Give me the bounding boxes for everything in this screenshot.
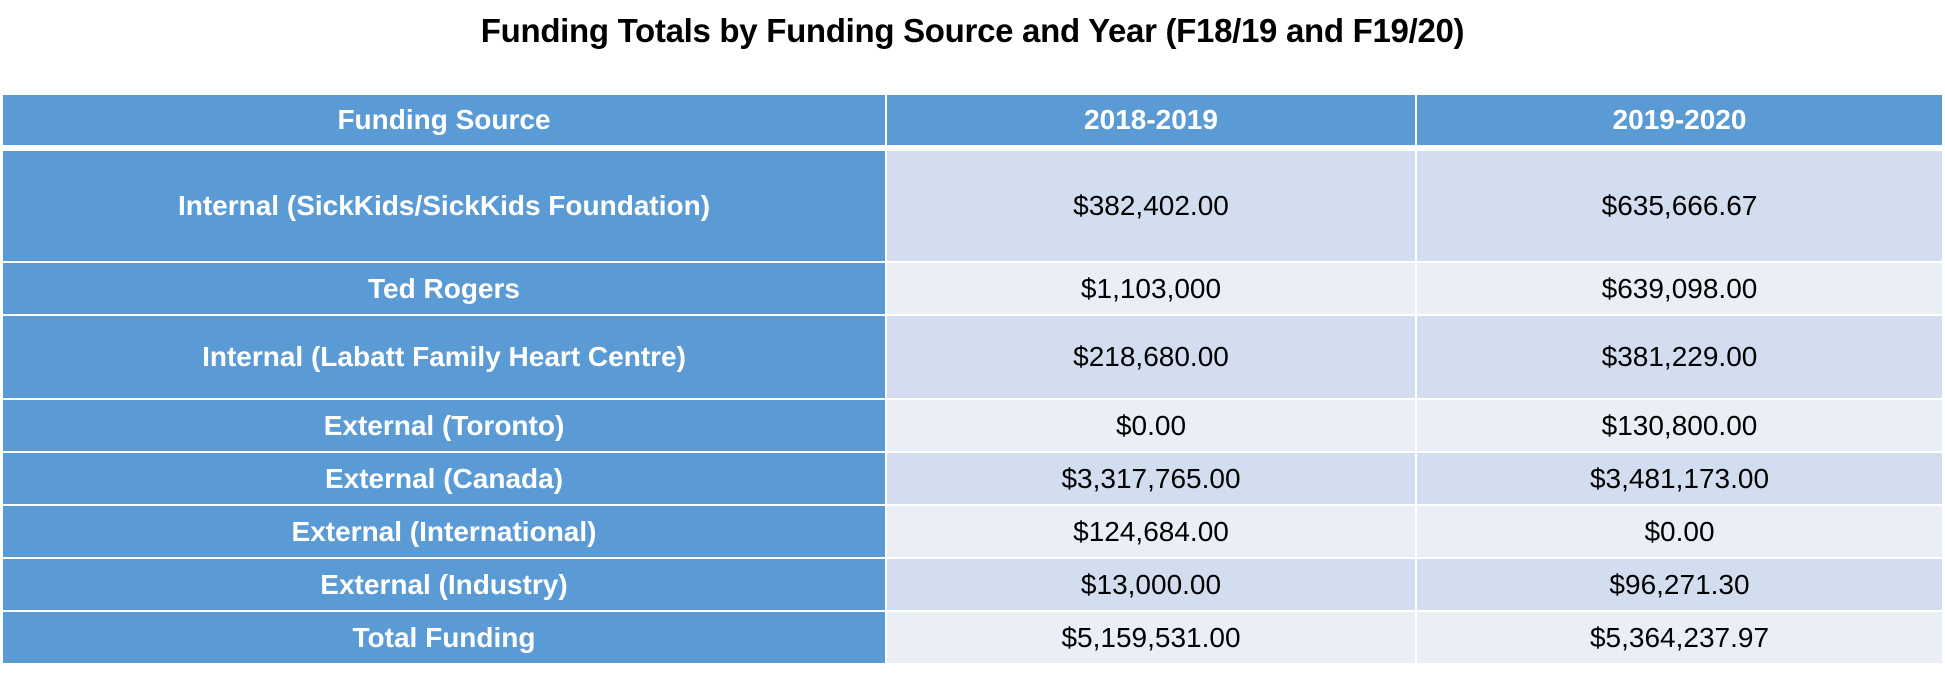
cell-2019-2020: $5,364,237.97 [1415, 610, 1944, 665]
row-funding-source: Ted Rogers [1, 261, 887, 316]
table-row: External (Canada) $3,317,765.00 $3,481,1… [1, 451, 1944, 506]
funding-table: Funding Source 2018-2019 2019-2020 Inter… [1, 93, 1944, 665]
column-header-2018-2019: 2018-2019 [885, 93, 1417, 151]
cell-2019-2020: $381,229.00 [1415, 314, 1944, 400]
cell-2018-2019: $3,317,765.00 [885, 451, 1417, 506]
row-funding-source: External (Toronto) [1, 398, 887, 453]
table-header-row: Funding Source 2018-2019 2019-2020 [1, 93, 1944, 151]
table-row: External (International) $124,684.00 $0.… [1, 504, 1944, 559]
page-title: Funding Totals by Funding Source and Yea… [480, 12, 1465, 49]
row-funding-source: External (Industry) [1, 557, 887, 612]
table-row: Internal (Labatt Family Heart Centre) $2… [1, 314, 1944, 400]
total-row: Total Funding $5,159,531.00 $5,364,237.9… [1, 610, 1944, 665]
column-header-2019-2020: 2019-2020 [1415, 93, 1944, 151]
cell-2018-2019: $0.00 [885, 398, 1417, 453]
cell-2019-2020: $3,481,173.00 [1415, 451, 1944, 506]
cell-2019-2020: $639,098.00 [1415, 261, 1944, 316]
cell-2019-2020: $130,800.00 [1415, 398, 1944, 453]
column-header-funding-source: Funding Source [1, 93, 887, 151]
cell-2018-2019: $382,402.00 [885, 147, 1417, 263]
table-row: External (Industry) $13,000.00 $96,271.3… [1, 557, 1944, 612]
row-funding-source: External (International) [1, 504, 887, 559]
cell-2019-2020: $0.00 [1415, 504, 1944, 559]
cell-2019-2020: $96,271.30 [1415, 557, 1944, 612]
cell-2018-2019: $13,000.00 [885, 557, 1417, 612]
cell-2018-2019: $124,684.00 [885, 504, 1417, 559]
table-row: Internal (SickKids/SickKids Foundation) … [1, 147, 1944, 263]
cell-2018-2019: $1,103,000 [885, 261, 1417, 316]
cell-2018-2019: $218,680.00 [885, 314, 1417, 400]
row-funding-source: Internal (SickKids/SickKids Foundation) [1, 147, 887, 263]
row-funding-source: External (Canada) [1, 451, 887, 506]
row-funding-source: Internal (Labatt Family Heart Centre) [1, 314, 887, 400]
row-funding-source: Total Funding [1, 610, 887, 665]
cell-2018-2019: $5,159,531.00 [885, 610, 1417, 665]
table-row: External (Toronto) $0.00 $130,800.00 [1, 398, 1944, 453]
cell-2019-2020: $635,666.67 [1415, 147, 1944, 263]
table-row: Ted Rogers $1,103,000 $639,098.00 [1, 261, 1944, 316]
